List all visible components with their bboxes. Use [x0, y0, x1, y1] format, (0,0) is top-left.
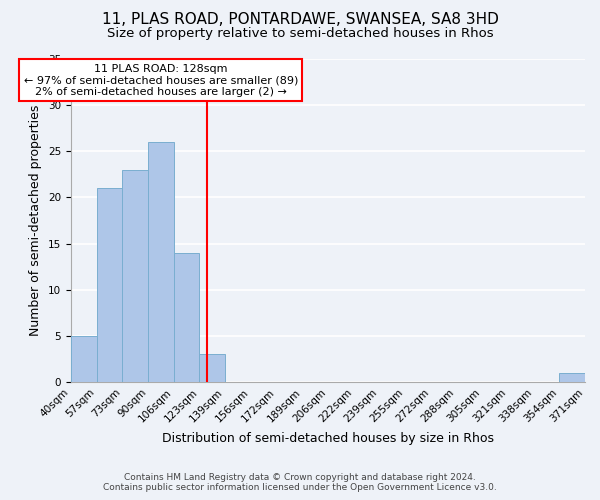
Bar [148, 142, 173, 382]
Bar [97, 188, 122, 382]
Text: 11 PLAS ROAD: 128sqm
← 97% of semi-detached houses are smaller (89)
2% of semi-d: 11 PLAS ROAD: 128sqm ← 97% of semi-detac… [23, 64, 298, 97]
Bar [173, 253, 199, 382]
Text: Contains HM Land Registry data © Crown copyright and database right 2024.
Contai: Contains HM Land Registry data © Crown c… [103, 473, 497, 492]
Bar [199, 354, 225, 382]
X-axis label: Distribution of semi-detached houses by size in Rhos: Distribution of semi-detached houses by … [162, 432, 494, 445]
Text: Size of property relative to semi-detached houses in Rhos: Size of property relative to semi-detach… [107, 28, 493, 40]
Y-axis label: Number of semi-detached properties: Number of semi-detached properties [29, 105, 42, 336]
Bar [122, 170, 148, 382]
Bar [559, 372, 585, 382]
Bar [71, 336, 97, 382]
Text: 11, PLAS ROAD, PONTARDAWE, SWANSEA, SA8 3HD: 11, PLAS ROAD, PONTARDAWE, SWANSEA, SA8 … [101, 12, 499, 28]
